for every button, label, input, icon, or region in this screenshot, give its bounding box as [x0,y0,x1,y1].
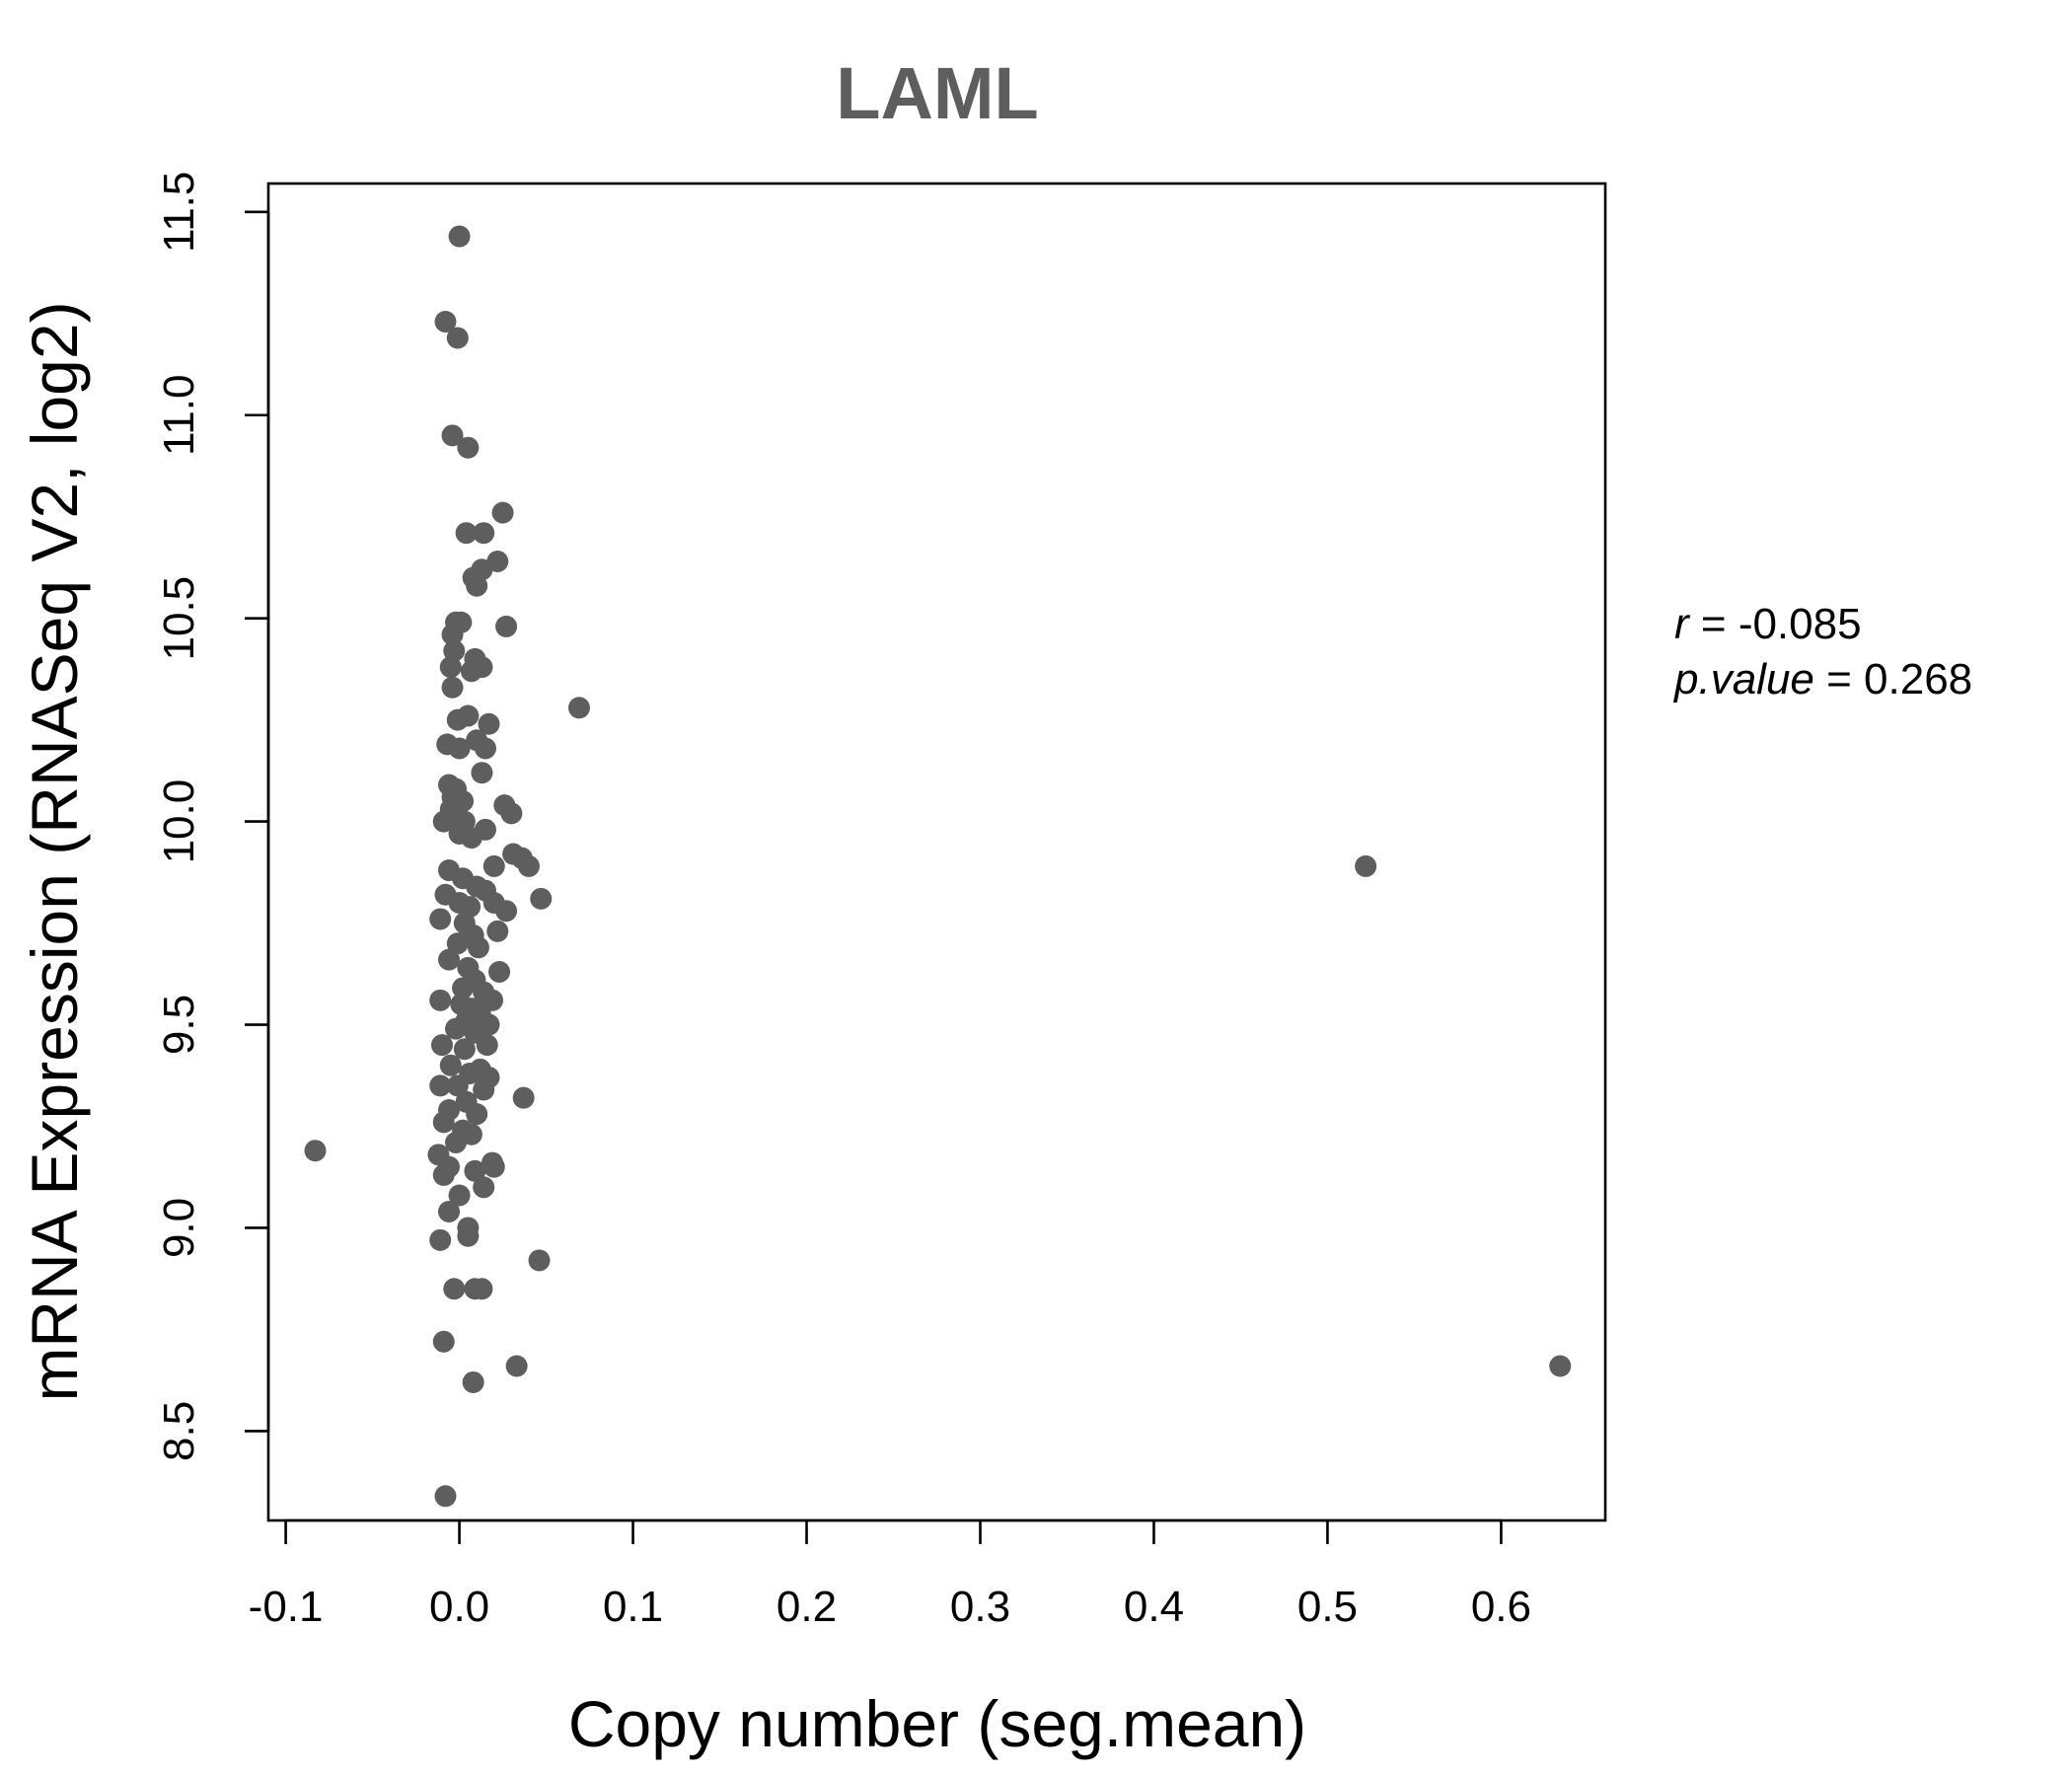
data-point [482,1155,505,1178]
y-tick-label: 9.0 [155,1198,203,1258]
x-tick-label: 0.0 [429,1583,489,1631]
data-point [466,1103,488,1126]
x-tick-label: 0.6 [1471,1583,1531,1631]
data-point [1549,1355,1572,1377]
data-point [432,810,455,833]
data-point [462,1370,484,1393]
data-point [441,424,464,447]
data-point [460,660,482,683]
data-point [500,802,523,825]
data-point [460,827,482,850]
data-point [445,1131,468,1153]
x-tick-label: 0.5 [1297,1583,1358,1631]
data-point [567,697,590,719]
data-point [530,887,553,910]
plot-frame [266,182,1607,1522]
x-axis-label: Copy number (seg.mean) [568,1687,1306,1760]
r-equals: = [1701,600,1739,648]
p-equals: = [1826,655,1864,703]
data-point [471,762,493,784]
data-point [517,854,540,877]
data-point [488,960,511,983]
data-point [446,1074,469,1097]
x-tick-label: 0.4 [1124,1583,1184,1631]
y-tick-label: 9.5 [155,995,203,1055]
y-tick-label: 11.5 [155,172,203,253]
data-point [528,1249,551,1272]
data-point [457,436,480,459]
y-tick-label: 11.0 [155,375,203,456]
data-point [512,1086,535,1109]
p-value: 0.268 [1864,655,1972,703]
data-point [304,1140,327,1162]
data-point [464,1159,486,1182]
data-point [473,1176,495,1199]
data-point [429,1074,452,1097]
data-point [495,900,518,923]
data-point [478,712,500,735]
data-point [476,1034,498,1057]
data-point [429,989,452,1011]
chart-title: LAML [836,52,1039,134]
data-point [429,1228,452,1251]
data-point [434,311,457,333]
data-point [448,225,471,248]
r-value: -0.085 [1739,600,1862,648]
data-point [466,574,488,597]
y-tick-label: 10.5 [155,576,203,661]
p-label: p.value [1672,655,1814,703]
svg-text:p.value = 0.268: p.value = 0.268 [1672,655,1972,703]
data-point [438,948,461,971]
data-point [474,737,496,760]
data-point [446,327,469,349]
data-point [495,615,518,637]
x-tick-label: 0.3 [950,1583,1010,1631]
data-point [467,936,489,959]
data-point [445,1017,468,1040]
r-label: r [1674,600,1691,648]
data-point [448,1184,471,1207]
x-tick-label: -0.1 [249,1583,324,1631]
data-point [434,1485,457,1508]
data-point [441,624,464,646]
data-point [430,1034,453,1057]
data-point [438,1200,461,1222]
data-point [448,737,471,760]
correlation-annotation: r = -0.085 p.value = 0.268 [1672,600,1972,703]
data-point [439,656,462,679]
data-point [443,1278,466,1300]
data-point [443,639,466,662]
data-point [432,1330,455,1353]
data-point [473,1078,495,1101]
data-point [457,1224,480,1247]
data-point [473,522,495,545]
data-point [455,522,478,545]
data-point [432,1163,455,1186]
data-point [486,920,509,942]
x-tick-label: 0.1 [603,1583,663,1631]
data-point [429,908,452,930]
data-point [491,501,514,524]
data-points [304,225,1572,1508]
data-point [432,1111,455,1134]
data-point [453,1038,476,1061]
y-axis: 8.5 9.0 9.5 10.0 10.5 11.0 11.5 [155,172,270,1461]
data-point [446,932,469,955]
data-point [446,708,469,731]
svg-text:r = -0.085: r = -0.085 [1674,600,1862,648]
data-point [441,676,464,699]
data-point [505,1355,528,1377]
y-tick-label: 8.5 [155,1401,203,1461]
data-point [452,977,475,999]
data-point [471,1278,493,1300]
x-axis: -0.1 0.0 0.1 0.2 0.3 0.4 0.5 0.6 [249,1518,1531,1631]
data-point [439,1054,462,1076]
y-tick-label: 10.0 [155,779,203,864]
data-point [1355,854,1377,877]
y-axis-label: mRNA Expression (RNASeq V2, log2) [18,301,91,1401]
x-tick-label: 0.2 [777,1583,837,1631]
data-point [482,854,505,877]
